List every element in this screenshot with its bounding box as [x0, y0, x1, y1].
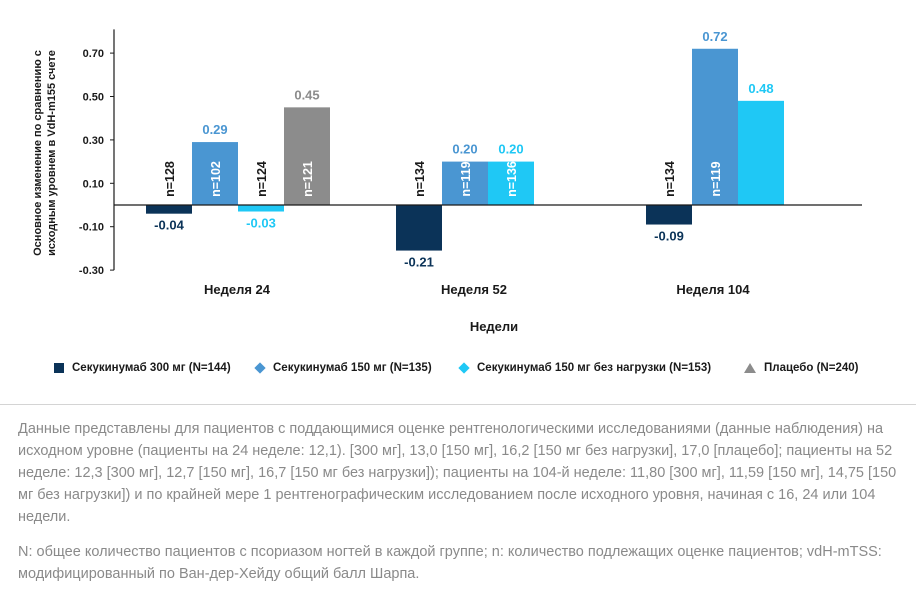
x-category-label: Неделя 52 — [441, 282, 507, 297]
x-category-label: Неделя 104 — [676, 282, 750, 297]
y-tick-label: 0.50 — [83, 92, 104, 104]
bar-s1-g2 — [692, 48, 738, 206]
data-label: 0.29 — [202, 122, 227, 137]
data-label: -0.09 — [654, 229, 684, 244]
legend-diamond-marker — [458, 362, 470, 374]
y-axis-title: Основное изменение по сравнению с исходны… — [32, 50, 58, 256]
legend-item-sec150-noload: Секукинумаб 150 мг без нагрузки (N=153) — [458, 362, 712, 374]
n-label: n=134 — [663, 161, 677, 197]
n-label: n=136 — [505, 161, 519, 197]
legend-label-sec150-noload: Секукинумаб 150 мг без нагрузки (N=153) — [477, 362, 712, 374]
data-label: -0.21 — [404, 255, 434, 270]
y-axis-title-line1: Основное изменение по сравнению с — [32, 50, 44, 256]
n-label: n=102 — [209, 161, 223, 197]
data-label: -0.03 — [246, 216, 276, 231]
legend-label-sec300: Секукинумаб 300 мг (N=144) — [72, 362, 231, 374]
bar-s0-g0 — [146, 205, 192, 214]
n-label: n=119 — [709, 161, 723, 196]
bar-s3-g0 — [284, 107, 330, 205]
y-axis-title-line2: исходным уровнем в VdH-m155 счете — [46, 50, 58, 256]
legend-triangle-marker — [744, 363, 756, 373]
legend-label-sec150: Секукинумаб 150 мг (N=135) — [273, 362, 432, 374]
legend-item-placebo: Плацебо (N=240) — [744, 362, 858, 374]
data-label: 0.48 — [748, 81, 773, 96]
n-label: n=119 — [459, 161, 473, 196]
chart-area: 0.70 0.50 0.30 0.10 -0.10 -0.30 -0.04 n=128 -0.2… — [32, 29, 862, 334]
n-label: n=124 — [255, 161, 269, 197]
data-label: 0.20 — [452, 142, 477, 157]
section-divider — [0, 404, 916, 405]
legend-label-placebo: Плацебо (N=240) — [764, 362, 859, 374]
bar-s2-g1 — [488, 161, 534, 205]
y-tick-label: 0.10 — [83, 178, 104, 190]
footnote-abbreviations: N: общее количество пациентов с псориазо… — [18, 544, 882, 582]
bar-chart: 0.70 0.50 0.30 0.10 -0.10 -0.30 -0.04 n=128 -0.2… — [32, 29, 862, 334]
n-label: n=121 — [301, 161, 315, 197]
bar-s1-g0 — [192, 142, 238, 205]
data-label: 0.72 — [702, 29, 727, 44]
legend-diamond-marker — [254, 362, 266, 374]
y-tick-label: -0.10 — [79, 222, 104, 234]
bar-s2-g0 — [238, 205, 284, 212]
x-category-label: Неделя 24 — [204, 282, 271, 297]
y-tick-label: 0.70 — [83, 48, 104, 60]
bar-s0-g2 — [646, 205, 692, 225]
legend-square-marker — [54, 363, 64, 373]
bar-s1-g1 — [442, 161, 488, 205]
data-label: -0.04 — [154, 218, 184, 233]
footnote-data-description: Данные представлены для пациентов с подд… — [18, 421, 897, 525]
data-label: 0.20 — [498, 142, 523, 157]
n-label: n=128 — [163, 161, 177, 197]
n-label: n=134 — [413, 161, 427, 197]
legend-item-sec300: Секукинумаб 300 мг (N=144) — [54, 362, 231, 374]
data-label: 0.45 — [294, 87, 319, 102]
bar-s2-g2 — [738, 100, 784, 205]
x-axis-title: Недели — [470, 319, 518, 334]
bar-s0-g1 — [396, 205, 442, 251]
y-tick-label: 0.30 — [83, 135, 104, 147]
legend-item-sec150: Секукинумаб 150 мг (N=135) — [254, 362, 432, 374]
chart-legend: Секукинумаб 300 мг (N=144) Секукинумаб 1… — [54, 362, 884, 378]
y-tick-label: -0.30 — [79, 265, 104, 277]
